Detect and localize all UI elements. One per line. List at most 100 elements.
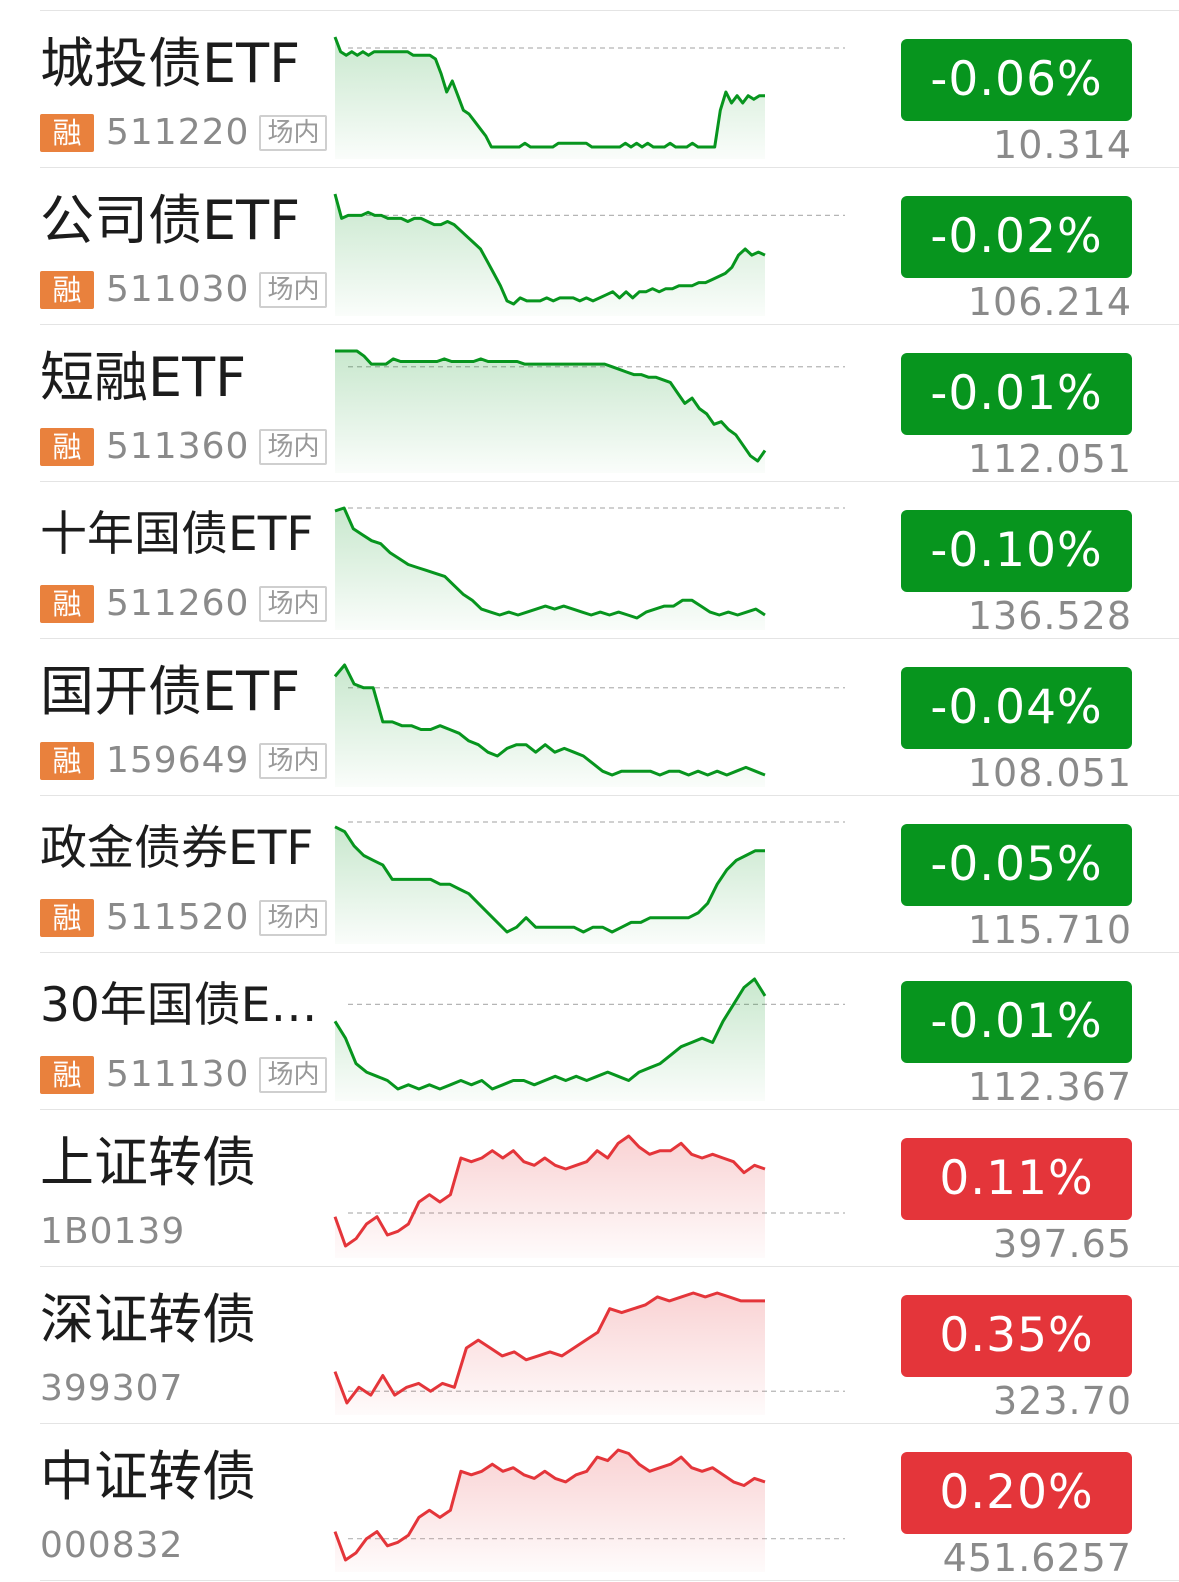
sparkline-chart [335,349,845,473]
security-meta: 1B0139 [40,1210,195,1254]
sparkline-line [333,193,766,306]
security-name: 公司债ETF [40,190,301,252]
sparkline-line [334,825,765,934]
sparkline-line [334,506,766,620]
sparkline-area [335,1293,765,1415]
last-price: 108.051 [967,751,1132,795]
quote-row[interactable]: 30年国债ET... 融 511130 场内 -0.01% 112.367 [0,953,1179,1110]
row-divider [40,1423,1179,1424]
security-name: 30年国债ET... [40,978,330,1033]
row-divider [40,481,1179,482]
change-percent-badge[interactable]: -0.01% [901,981,1132,1063]
last-price: 106.214 [967,280,1132,324]
margin-badge: 融 [40,428,94,466]
sparkline-area [335,508,765,630]
sparkline-line [333,1448,766,1562]
security-name: 城投债ETF [40,33,301,95]
last-price: 10.314 [993,123,1132,167]
sparkline-chart [333,36,845,159]
change-percent-badge[interactable]: 0.11% [901,1138,1132,1220]
market-tag: 场内 [259,272,328,308]
sparkline-line [333,1291,765,1405]
sparkline-chart [334,506,845,630]
change-percent-badge[interactable]: -0.04% [901,667,1132,749]
margin-badge: 融 [40,742,94,780]
row-divider [40,952,1179,953]
security-name: 短融ETF [40,347,247,409]
sparkline-chart [334,821,845,944]
change-percent-badge[interactable]: -0.05% [901,824,1132,906]
change-percent-badge[interactable]: -0.06% [901,39,1132,121]
sparkline-area [335,1450,765,1572]
market-tag: 场内 [259,1057,328,1093]
security-meta: 融 511260 场内 [40,582,328,626]
margin-badge: 融 [40,899,94,937]
change-percent-badge[interactable]: -0.01% [901,353,1132,435]
security-code: 000832 [40,1525,184,1566]
margin-badge: 融 [40,271,94,309]
market-tag: 场内 [259,900,328,936]
row-divider [40,1109,1179,1110]
quote-row[interactable]: 上证转债 1B0139 0.11% 397.65 [0,1110,1179,1267]
sparkline-chart [333,663,845,787]
security-name: 中证转债 [40,1446,256,1508]
last-price: 112.367 [967,1065,1132,1109]
last-price: 323.70 [993,1379,1132,1423]
row-divider [40,638,1179,639]
security-name: 国开债ETF [40,661,301,723]
sparkline-line [335,349,767,463]
change-percent-badge[interactable]: -0.10% [901,510,1132,592]
security-code: 511130 [106,1054,250,1095]
margin-badge: 融 [40,1056,94,1094]
market-tag: 场内 [259,586,328,622]
quote-row[interactable]: 公司债ETF 融 511030 场内 -0.02% 106.214 [0,168,1179,325]
sparkline-area [335,351,765,473]
market-tag: 场内 [259,115,328,151]
security-code: 511030 [106,269,250,310]
security-meta: 融 511130 场内 [40,1053,328,1097]
sparkline-line [333,663,766,777]
sparkline-area [335,826,765,944]
last-price: 397.65 [993,1222,1132,1266]
row-divider [40,1266,1179,1267]
sparkline-chart [333,1448,845,1572]
row-divider [40,324,1179,325]
change-percent-badge[interactable]: -0.02% [901,196,1132,278]
security-name: 政金债券ETF [40,821,314,876]
security-meta: 000832 [40,1524,193,1568]
security-code: 1B0139 [40,1211,186,1252]
quote-row[interactable]: 国开债ETF 融 159649 场内 -0.04% 108.051 [0,639,1179,796]
sparkline-area [335,37,765,159]
sparkline-line [333,36,765,149]
row-divider [40,167,1179,168]
last-price: 112.051 [967,437,1132,481]
security-code: 159649 [106,740,250,781]
quote-row[interactable]: 短融ETF 融 511360 场内 -0.01% 112.051 [0,325,1179,482]
quote-row[interactable]: 深证转债 399307 0.35% 323.70 [0,1267,1179,1424]
security-code: 399307 [40,1368,184,1409]
sparkline-area [335,194,765,316]
quote-row[interactable]: 城投债ETF 融 511220 场内 -0.06% 10.314 [0,11,1179,168]
security-code: 511360 [106,426,250,467]
margin-badge: 融 [40,585,94,623]
last-price: 136.528 [967,594,1132,638]
row-divider [40,795,1179,796]
quote-row[interactable]: 政金债券ETF 融 511520 场内 -0.05% 115.710 [0,796,1179,953]
quote-row[interactable]: 十年国债ETF 融 511260 场内 -0.10% 136.528 [0,482,1179,639]
top-divider [40,10,1179,11]
change-percent-badge[interactable]: 0.35% [901,1295,1132,1377]
last-price: 115.710 [967,908,1132,952]
quote-row[interactable]: 中证转债 000832 0.20% 451.6257 [0,1424,1179,1581]
sparkline-chart [333,1134,845,1258]
market-tag: 场内 [259,743,328,779]
security-name: 深证转债 [40,1289,256,1351]
sparkline-chart [333,1291,845,1415]
security-name: 上证转债 [40,1132,256,1194]
margin-badge: 融 [40,114,94,152]
change-percent-badge[interactable]: 0.20% [901,1452,1132,1534]
security-code: 511220 [106,112,250,153]
row-divider [40,1580,1179,1581]
sparkline-area [335,1136,765,1258]
sparkline-area [335,979,765,1101]
security-code: 511520 [106,897,250,938]
